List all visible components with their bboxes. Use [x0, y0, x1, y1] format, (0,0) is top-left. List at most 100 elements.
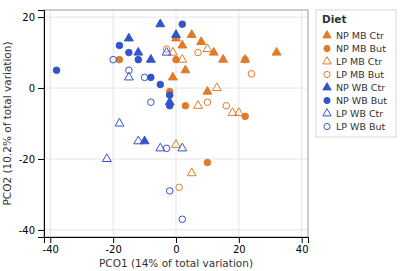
point — [178, 143, 187, 151]
point — [166, 92, 173, 99]
legend-item: NP MB Ctr — [323, 30, 384, 41]
point — [168, 72, 177, 80]
legend-item: LP MB But — [324, 69, 384, 80]
tick-label: -20 — [105, 244, 121, 255]
point — [212, 83, 221, 91]
point — [146, 55, 155, 63]
tick: -20 — [19, 154, 44, 165]
point — [272, 47, 281, 55]
legend: Diet NP MB Ctr NP MB But LP MB Ctr LP MB But… — [316, 10, 396, 137]
tick-mark — [50, 237, 51, 243]
legend-item: LP WB But — [324, 121, 386, 132]
point — [181, 65, 190, 73]
tick: -20 — [105, 237, 121, 255]
point — [204, 159, 211, 166]
grid-line — [44, 88, 308, 89]
tick-mark — [38, 159, 44, 160]
tick-label: 20 — [233, 244, 246, 255]
tick: 0 — [29, 83, 44, 94]
legend-label: NP MB Ctr — [336, 30, 384, 41]
point — [166, 188, 173, 195]
grid-line — [301, 10, 302, 237]
series — [102, 47, 186, 161]
tick-label: -20 — [19, 154, 35, 165]
grid-line — [44, 17, 308, 18]
axis-line — [45, 238, 309, 244]
tick-mark — [113, 237, 114, 243]
series — [110, 56, 186, 222]
grid-line — [238, 10, 239, 237]
point — [140, 136, 149, 144]
legend-box — [316, 10, 396, 137]
tick-label: 40 — [296, 244, 309, 255]
point — [163, 145, 170, 152]
point — [176, 184, 183, 191]
points — [53, 19, 281, 222]
legend-item: NP MB But — [324, 43, 386, 54]
point — [179, 21, 186, 28]
legend-label: LP MB But — [336, 69, 384, 80]
point — [166, 102, 173, 109]
legend-marker — [324, 97, 330, 103]
legend-label: LP MB Ctr — [336, 56, 382, 67]
tick: 0 — [173, 237, 179, 255]
tick-mark — [38, 230, 44, 231]
point — [187, 168, 196, 176]
point — [148, 99, 155, 106]
point — [124, 33, 133, 41]
legend-label: NP WB But — [336, 95, 387, 106]
legend-marker — [323, 31, 331, 38]
legend-label: LP WB Ctr — [336, 108, 383, 119]
legend-marker — [324, 45, 330, 51]
point — [102, 154, 111, 162]
axis-line — [38, 11, 45, 238]
point — [204, 99, 211, 106]
point — [116, 42, 123, 49]
grid-line — [44, 229, 308, 230]
x-axis-title: PCO1 (14% of total variation) — [99, 257, 253, 269]
tick-label: 0 — [29, 83, 35, 94]
grid-line — [50, 10, 51, 237]
point — [203, 86, 212, 94]
tick-mark — [176, 237, 177, 243]
point — [172, 140, 181, 148]
grid-line — [44, 158, 308, 159]
tick-label: 20 — [22, 12, 35, 23]
point — [248, 71, 255, 78]
series — [116, 56, 248, 165]
point — [53, 67, 60, 74]
plot-frame — [44, 10, 308, 237]
grid-line — [113, 10, 114, 237]
series — [53, 21, 185, 109]
tick: 40 — [296, 237, 309, 255]
tick-label: -40 — [19, 225, 35, 236]
legend-item: LP WB Ctr — [323, 108, 383, 119]
point — [148, 74, 155, 81]
point — [228, 108, 237, 116]
tick: 20 — [233, 237, 246, 255]
point — [116, 56, 123, 63]
point — [126, 49, 133, 56]
point — [223, 102, 230, 109]
point — [115, 118, 124, 126]
y-axis: -40 -20 0 20 — [19, 11, 45, 238]
legend-marker — [323, 57, 331, 64]
tick-mark — [38, 88, 44, 89]
point — [134, 47, 143, 55]
point — [110, 56, 117, 63]
legend-title: Diet — [322, 13, 346, 25]
series — [124, 19, 180, 144]
tick: 20 — [22, 12, 44, 23]
tick: -40 — [43, 237, 59, 255]
point — [241, 55, 250, 63]
point — [178, 55, 187, 63]
point — [197, 37, 206, 45]
point — [134, 136, 143, 144]
x-axis: -40 -20 0 20 40 — [43, 237, 309, 255]
tick-mark — [38, 17, 44, 18]
legend-label: NP WB Ctr — [336, 82, 385, 93]
point — [162, 47, 171, 55]
y-axis-title: PCO2 (10.2% of total variation) — [1, 41, 13, 205]
point — [179, 216, 186, 223]
tick: -40 — [19, 225, 44, 236]
